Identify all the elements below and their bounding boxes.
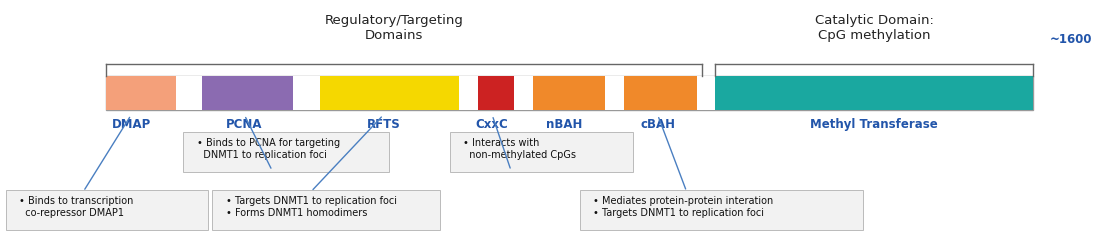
Bar (176, 76, 202, 111)
Text: RFTS: RFTS (367, 118, 400, 131)
Text: Regulatory/Targeting
Domains: Regulatory/Targeting Domains (324, 14, 464, 42)
Bar (624, 76, 697, 111)
FancyBboxPatch shape (580, 191, 863, 230)
Text: PCNA: PCNA (227, 118, 262, 131)
Bar (697, 76, 715, 111)
Text: • Interacts with
  non-methylated CpGs: • Interacts with non-methylated CpGs (463, 137, 577, 159)
Bar (514, 76, 533, 111)
Bar (202, 76, 293, 111)
Text: ~1600: ~1600 (1050, 33, 1092, 46)
Text: cBAH: cBAH (640, 118, 675, 131)
Bar (320, 76, 459, 111)
Bar (605, 76, 624, 111)
Text: DMAP: DMAP (111, 118, 151, 131)
Text: nBAH: nBAH (547, 118, 582, 131)
Bar (478, 76, 514, 111)
Bar (533, 76, 605, 111)
FancyBboxPatch shape (450, 133, 633, 172)
Bar (106, 76, 176, 111)
Bar (293, 76, 320, 111)
Bar (715, 76, 1033, 111)
Text: • Targets DNMT1 to replication foci
• Forms DNMT1 homodimers: • Targets DNMT1 to replication foci • Fo… (226, 195, 397, 217)
FancyBboxPatch shape (212, 191, 440, 230)
Text: • Binds to PCNA for targeting
  DNMT1 to replication foci: • Binds to PCNA for targeting DNMT1 to r… (197, 137, 340, 159)
Text: CxxC: CxxC (476, 118, 509, 131)
FancyBboxPatch shape (183, 133, 389, 172)
FancyBboxPatch shape (6, 191, 208, 230)
Text: • Mediates protein-protein interation
• Targets DNMT1 to replication foci: • Mediates protein-protein interation • … (593, 195, 773, 217)
Bar (106, 76, 1033, 111)
Bar (459, 76, 478, 111)
Text: Catalytic Domain:
CpG methylation: Catalytic Domain: CpG methylation (815, 14, 933, 42)
Text: Methyl Transferase: Methyl Transferase (811, 118, 938, 131)
Text: • Binds to transcription
  co-repressor DMAP1: • Binds to transcription co-repressor DM… (19, 195, 133, 217)
